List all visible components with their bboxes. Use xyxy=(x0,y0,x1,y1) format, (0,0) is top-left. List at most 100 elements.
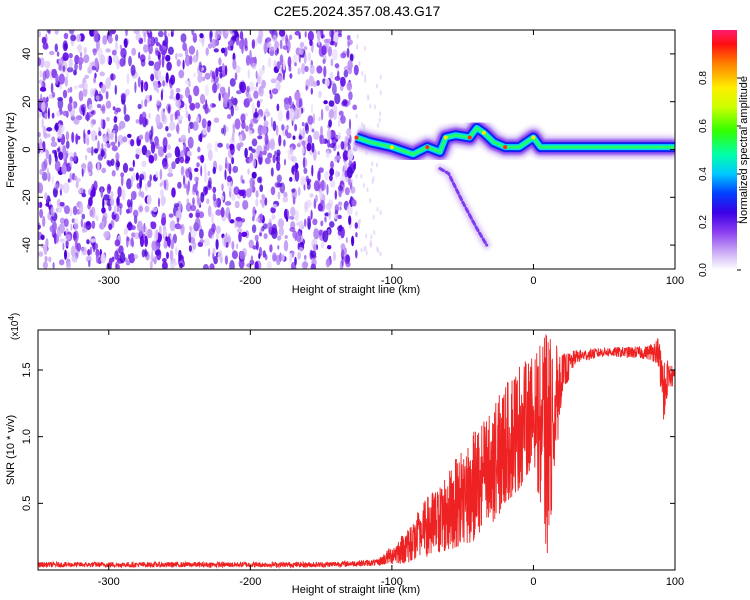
noise-speck xyxy=(364,78,367,84)
snr-series xyxy=(38,334,675,569)
noise-blob xyxy=(261,198,265,208)
noise-blob xyxy=(278,226,284,237)
noise-blob xyxy=(347,41,350,48)
noise-blob xyxy=(100,118,103,129)
track-peak xyxy=(467,135,472,140)
noise-blob xyxy=(140,79,144,86)
noise-blob xyxy=(166,251,169,259)
noise-blob xyxy=(238,189,245,197)
noise-blob xyxy=(335,155,342,160)
noise-blob xyxy=(350,186,356,194)
noise-blob xyxy=(128,221,132,227)
snr-scale-exponent: 4 xyxy=(7,316,16,321)
noise-blob xyxy=(272,120,277,132)
noise-blob xyxy=(200,154,205,164)
noise-blob xyxy=(310,87,313,95)
noise-blob xyxy=(49,50,55,56)
noise-blob xyxy=(288,108,295,121)
noise-blob xyxy=(154,249,161,256)
noise-blob xyxy=(199,33,204,39)
noise-blob xyxy=(212,193,217,202)
noise-blob xyxy=(150,73,155,82)
noise-blob xyxy=(213,256,218,265)
noise-blob xyxy=(199,239,205,244)
noise-blob xyxy=(50,206,55,217)
noise-blob xyxy=(278,134,282,147)
noise-blob xyxy=(115,34,119,42)
noise-blob xyxy=(284,235,288,239)
noise-blob xyxy=(203,172,208,183)
noise-blob xyxy=(352,161,356,170)
noise-blob xyxy=(330,160,334,169)
noise-blob xyxy=(130,237,134,247)
noise-blob xyxy=(133,209,139,218)
noise-blob xyxy=(220,207,225,218)
noise-blob xyxy=(259,232,262,237)
noise-blob xyxy=(332,83,337,96)
noise-blob xyxy=(274,181,281,188)
noise-blob xyxy=(141,160,147,168)
noise-blob xyxy=(313,180,320,192)
noise-blob xyxy=(240,218,246,223)
noise-blob xyxy=(100,187,104,199)
noise-blob xyxy=(291,188,296,193)
noise-speck xyxy=(377,123,380,128)
noise-blob xyxy=(53,232,57,245)
noise-blob xyxy=(178,249,182,260)
track-peak xyxy=(443,135,448,140)
noise-blob xyxy=(334,190,337,200)
noise-blob xyxy=(177,53,183,58)
noise-blob xyxy=(309,64,315,75)
noise-blob xyxy=(270,206,276,214)
noise-blob xyxy=(39,70,43,78)
noise-blob xyxy=(242,200,249,210)
noise-blob xyxy=(226,143,230,150)
noise-blob xyxy=(309,193,314,198)
figure-title: C2E5.2024.357.08.43.G17 xyxy=(274,3,441,19)
noise-blob xyxy=(184,103,188,113)
noise-blob xyxy=(259,184,264,193)
noise-blob xyxy=(340,115,346,124)
noise-blob xyxy=(126,178,132,190)
noise-blob xyxy=(275,124,279,136)
noise-blob xyxy=(346,204,353,216)
noise-speck xyxy=(370,234,373,240)
noise-blob xyxy=(211,38,217,49)
noise-blob xyxy=(188,212,193,219)
noise-blob xyxy=(248,239,254,249)
x-tick-label: -300 xyxy=(98,275,120,287)
noise-blob xyxy=(62,242,65,251)
noise-blob xyxy=(38,30,41,38)
noise-blob xyxy=(220,256,223,264)
noise-blob xyxy=(251,138,258,147)
noise-blob xyxy=(40,81,43,88)
noise-blob xyxy=(251,39,256,49)
noise-blob xyxy=(316,65,323,74)
noise-blob xyxy=(100,149,105,157)
snr-y-ticks: 0.5 1.0 1.5 xyxy=(21,362,675,511)
noise-blob xyxy=(54,30,59,35)
noise-blob xyxy=(248,81,255,90)
noise-blob xyxy=(355,232,358,238)
noise-blob xyxy=(139,177,143,189)
noise-blob xyxy=(175,52,178,61)
noise-blob xyxy=(119,57,125,67)
noise-blob xyxy=(204,84,209,97)
noise-blob xyxy=(135,32,141,41)
noise-blob xyxy=(72,205,78,216)
noise-blob xyxy=(130,190,137,201)
noise-blob xyxy=(168,104,171,114)
noise-blob xyxy=(248,158,253,164)
noise-blob xyxy=(105,77,111,89)
noise-blob xyxy=(122,136,128,143)
noise-blob xyxy=(258,253,261,260)
noise-blob xyxy=(207,43,213,49)
noise-blob xyxy=(50,82,54,94)
noise-blob xyxy=(108,257,113,267)
noise-blob xyxy=(101,142,104,150)
noise-blob xyxy=(212,166,216,175)
noise-blob xyxy=(78,62,83,71)
noise-blob xyxy=(180,134,187,144)
x-tick-label: 0 xyxy=(530,275,536,287)
noise-blob xyxy=(105,90,109,100)
